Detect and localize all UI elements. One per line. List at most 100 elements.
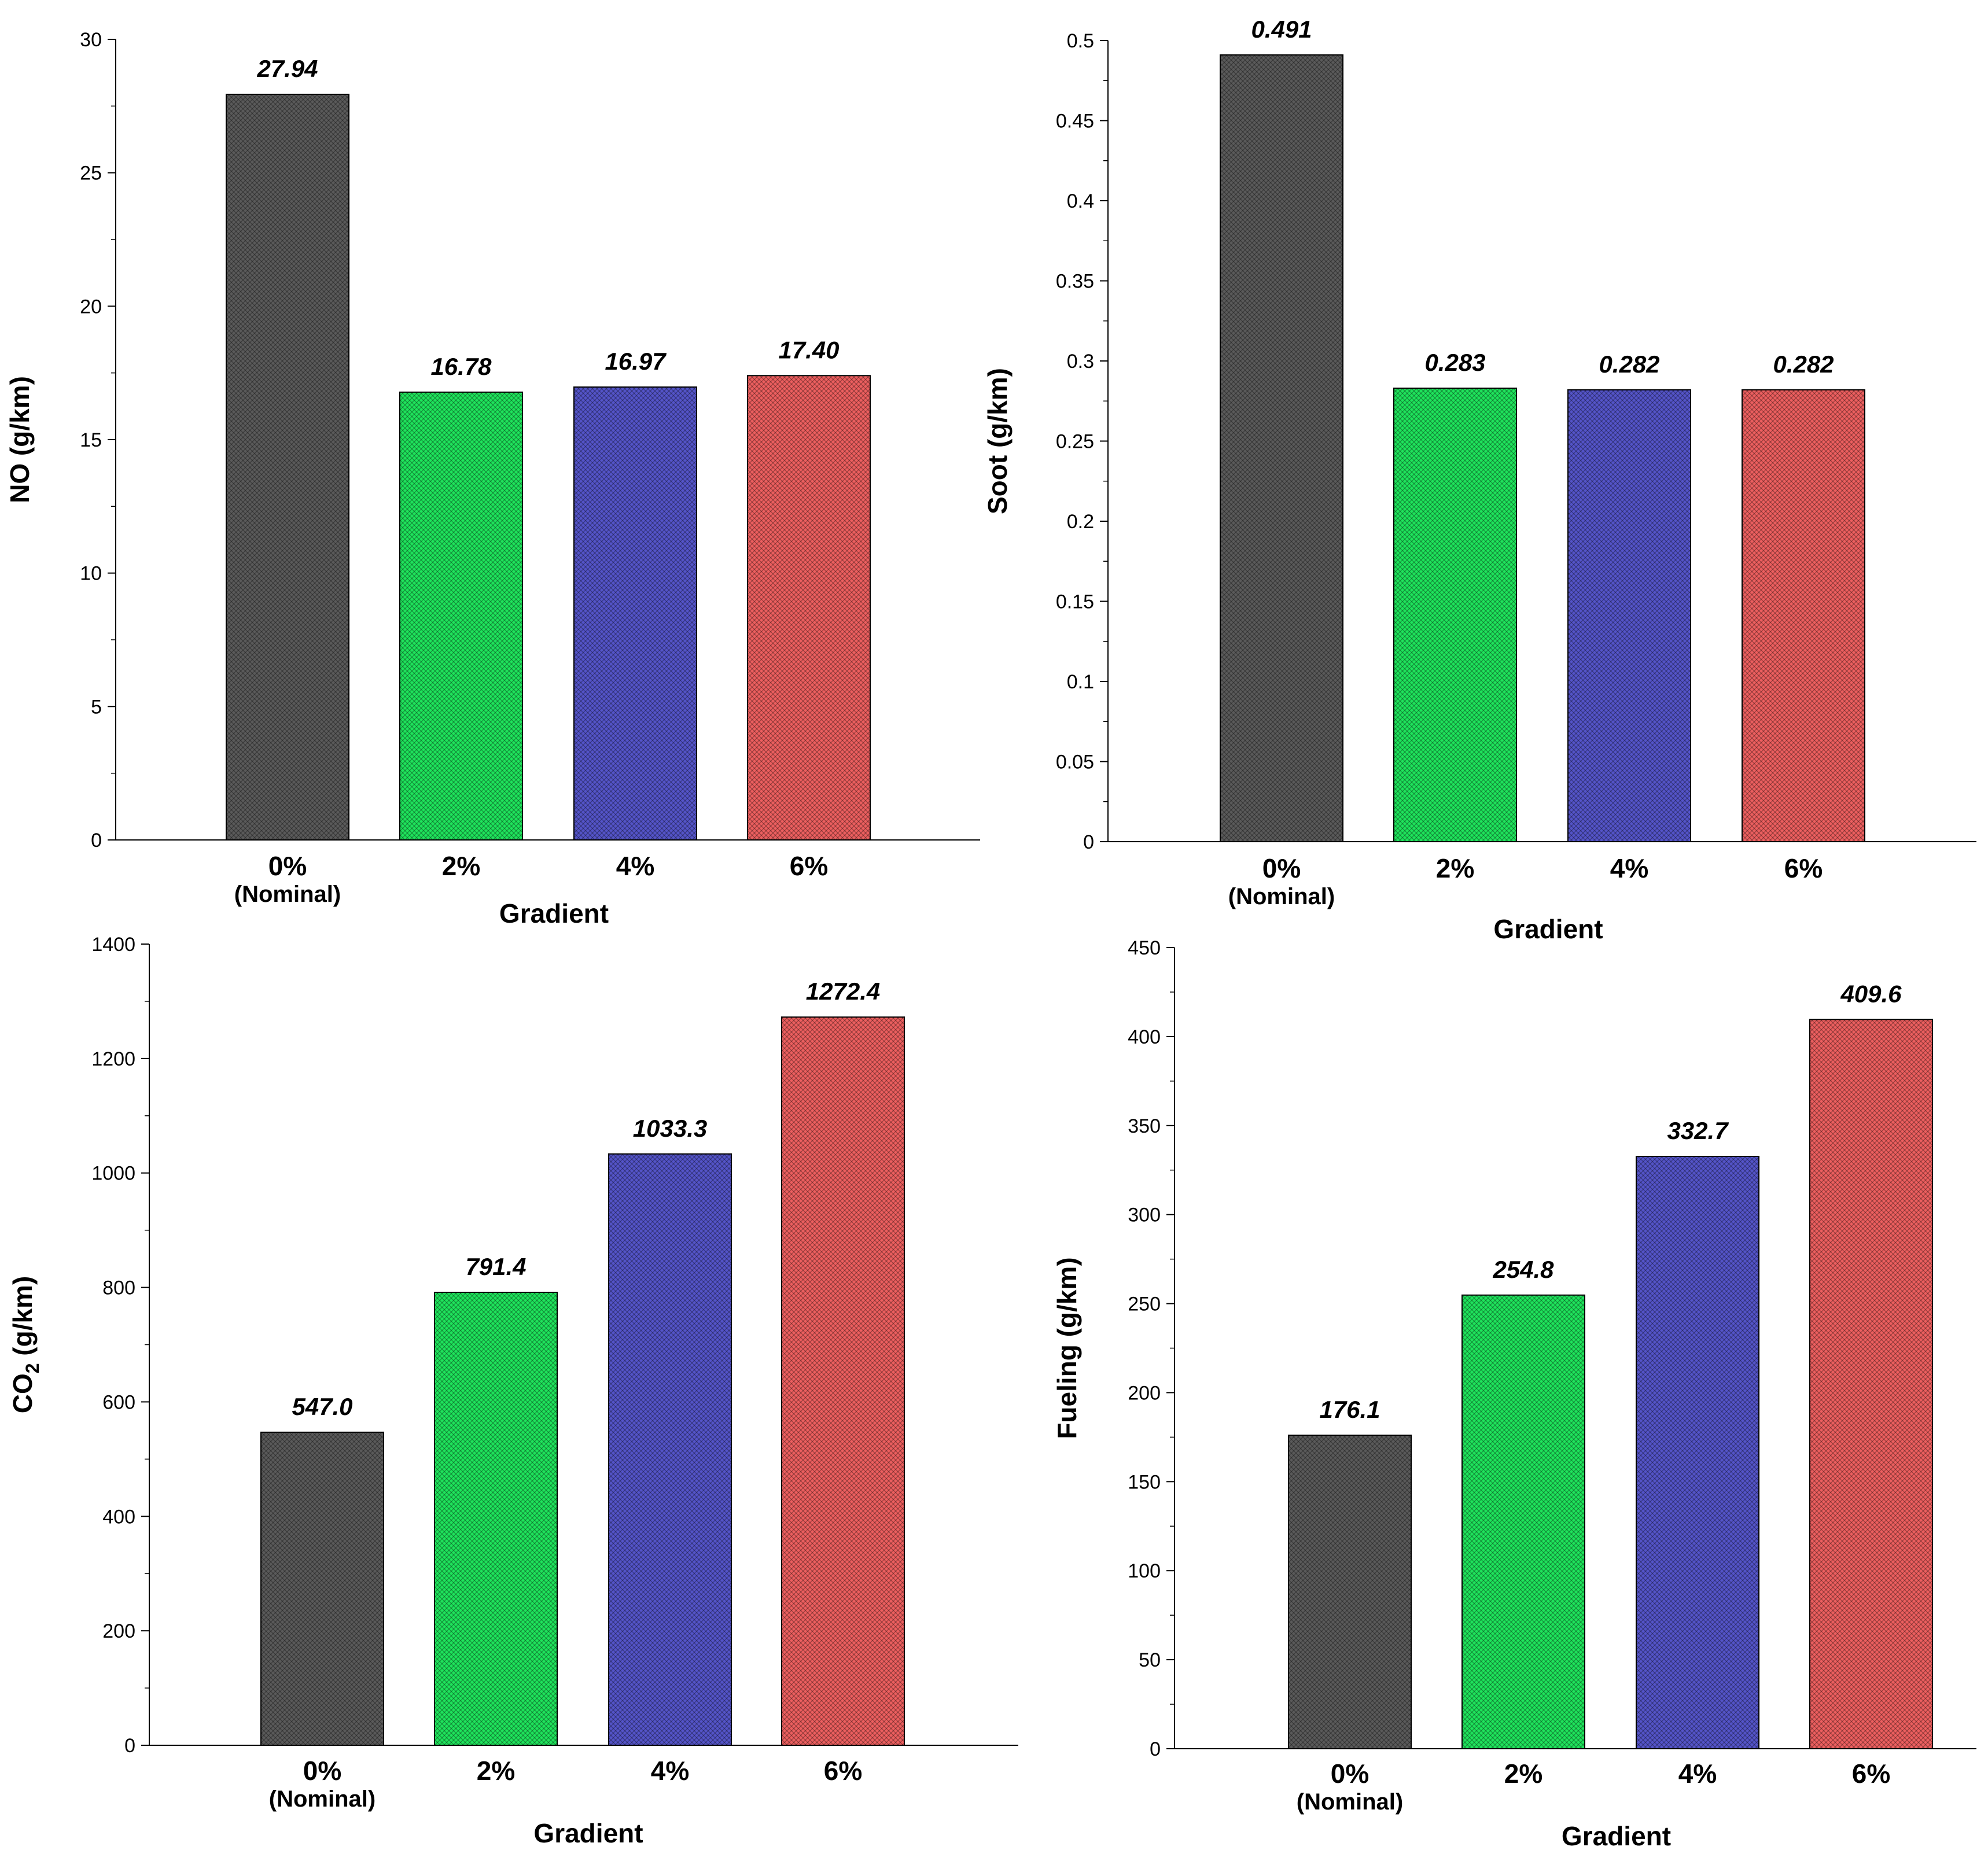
bar-0% xyxy=(260,1431,384,1746)
y-tick-label: 0.3 xyxy=(1067,351,1094,373)
y-tick-label: 400 xyxy=(102,1506,135,1528)
x-category-sublabel: (Nominal) xyxy=(1228,884,1335,909)
y-tick-label: 250 xyxy=(1128,1293,1161,1315)
x-category-label: 2% xyxy=(1436,853,1474,883)
x-category-label: 6% xyxy=(1852,1759,1890,1789)
y-tick-label: 0.45 xyxy=(1056,110,1094,132)
chart-panel-top-left: 0 5 10 15 20 25 30 27.94 0%(Nominal) 16.78 2% 16.97… xyxy=(5,29,980,928)
x-category-label: 6% xyxy=(824,1756,862,1786)
bar-6% xyxy=(747,375,871,841)
bar-4% xyxy=(608,1153,732,1746)
bar-6% xyxy=(1809,1019,1933,1749)
x-category-label: 2% xyxy=(442,851,480,881)
y-tick-label: 400 xyxy=(1128,1026,1161,1048)
x-axis-title: Gradient xyxy=(1493,914,1603,944)
y-tick-label: 350 xyxy=(1128,1115,1161,1137)
y-tick-label: 15 xyxy=(80,429,102,451)
y-tick-label: 1000 xyxy=(91,1163,135,1185)
y-tick-label: 0.4 xyxy=(1067,190,1094,212)
bar-0% xyxy=(1288,1435,1412,1750)
bar-0% xyxy=(226,94,349,841)
y-tick-label: 300 xyxy=(1128,1204,1161,1226)
y-tick-label: 800 xyxy=(102,1277,135,1299)
chart-panel-top-right: 0 0.05 0.1 0.15 0.2 0.25 0.3 0.35 0.4 0.45 0.5 0.49… xyxy=(982,16,1976,944)
y-tick-label: 0.1 xyxy=(1067,671,1094,693)
y-tick-label: 0 xyxy=(1150,1738,1161,1760)
bar-value-label: 1272.4 xyxy=(806,978,880,1005)
y-tick-label: 25 xyxy=(80,163,102,185)
y-tick-label: 0 xyxy=(1083,831,1094,853)
x-category-label: 4% xyxy=(616,851,654,881)
x-category-sublabel: (Nominal) xyxy=(1297,1789,1403,1815)
y-tick-label: 0.2 xyxy=(1067,511,1094,533)
y-tick-label: 0.5 xyxy=(1067,30,1094,52)
x-category-sublabel: (Nominal) xyxy=(269,1786,375,1812)
x-axis-title: Gradient xyxy=(1562,1821,1671,1851)
y-tick-label: 0.15 xyxy=(1056,591,1094,613)
bar-0% xyxy=(1220,54,1343,842)
bar-value-label: 254.8 xyxy=(1492,1256,1554,1283)
bar-value-label: 547.0 xyxy=(292,1393,352,1420)
y-tick-label: 0.25 xyxy=(1056,431,1094,453)
y-tick-label: 100 xyxy=(1128,1560,1161,1582)
y-axis-title: Soot (g/km) xyxy=(982,368,1013,514)
bar-value-label: 176.1 xyxy=(1319,1396,1380,1423)
bar-value-label: 0.283 xyxy=(1424,349,1485,376)
y-tick-label: 200 xyxy=(1128,1382,1161,1404)
bar-4% xyxy=(1636,1156,1759,1749)
y-tick-label: 1200 xyxy=(91,1048,135,1070)
bar-value-label: 791.4 xyxy=(465,1253,526,1280)
x-category-label: 4% xyxy=(1610,853,1648,883)
bar-6% xyxy=(781,1016,905,1746)
x-category-label: 0% xyxy=(1262,853,1301,883)
x-category-label: 6% xyxy=(790,851,828,881)
bar-value-label: 27.94 xyxy=(256,55,318,82)
y-tick-label: 0.05 xyxy=(1056,751,1094,773)
chart-panel-bottom-right: 0 50 100 150 200 250 300 350 400 450 176.1 0%(Nomin… xyxy=(1052,937,1976,1851)
bar-value-label: 0.282 xyxy=(1599,351,1659,378)
y-tick-label: 0.35 xyxy=(1056,271,1094,293)
x-axis-title: Gradient xyxy=(533,1818,643,1848)
bar-value-label: 16.97 xyxy=(605,348,667,375)
y-tick-label: 200 xyxy=(102,1620,135,1642)
x-category-label: 0% xyxy=(303,1756,341,1786)
bar-2% xyxy=(1461,1294,1585,1749)
y-tick-label: 5 xyxy=(91,696,102,718)
y-tick-label: 30 xyxy=(80,29,102,51)
x-category-label: 2% xyxy=(1504,1759,1542,1789)
x-category-label: 4% xyxy=(651,1756,689,1786)
bar-4% xyxy=(573,386,697,841)
y-tick-label: 150 xyxy=(1128,1471,1161,1493)
bar-2% xyxy=(1393,388,1517,842)
y-tick-label: 0 xyxy=(124,1735,135,1757)
bar-4% xyxy=(1567,389,1691,842)
y-tick-label: 20 xyxy=(80,296,102,318)
x-category-label: 2% xyxy=(477,1756,515,1786)
y-tick-label: 50 xyxy=(1139,1649,1161,1671)
x-category-label: 4% xyxy=(1678,1759,1717,1789)
y-tick-label: 10 xyxy=(80,563,102,585)
y-axis-title: NO (g/km) xyxy=(5,376,35,503)
x-category-sublabel: (Nominal) xyxy=(234,882,341,907)
bar-value-label: 0.491 xyxy=(1251,16,1312,43)
y-axis-title: Fueling (g/km) xyxy=(1052,1257,1082,1439)
bar-value-label: 1033.3 xyxy=(633,1115,707,1142)
x-category-label: 0% xyxy=(268,851,307,881)
bar-value-label: 332.7 xyxy=(1667,1117,1729,1144)
chart-panel-bottom-left: 0 200 400 600 800 1000 1200 1400 547.0 0%(Nominal… xyxy=(8,934,1018,1848)
y-tick-label: 0 xyxy=(91,830,102,852)
x-axis-title: Gradient xyxy=(499,898,609,928)
y-tick-label: 450 xyxy=(1128,937,1161,959)
bar-value-label: 17.40 xyxy=(778,336,839,363)
x-category-label: 0% xyxy=(1331,1759,1369,1789)
bar-value-label: 409.6 xyxy=(1840,980,1902,1007)
y-tick-label: 1400 xyxy=(91,934,135,956)
bar-2% xyxy=(399,391,523,841)
bar-value-label: 0.282 xyxy=(1773,351,1834,378)
y-tick-label: 600 xyxy=(102,1391,135,1413)
bar-2% xyxy=(434,1292,558,1746)
bar-value-label: 16.78 xyxy=(430,353,492,380)
bar-6% xyxy=(1742,389,1865,842)
